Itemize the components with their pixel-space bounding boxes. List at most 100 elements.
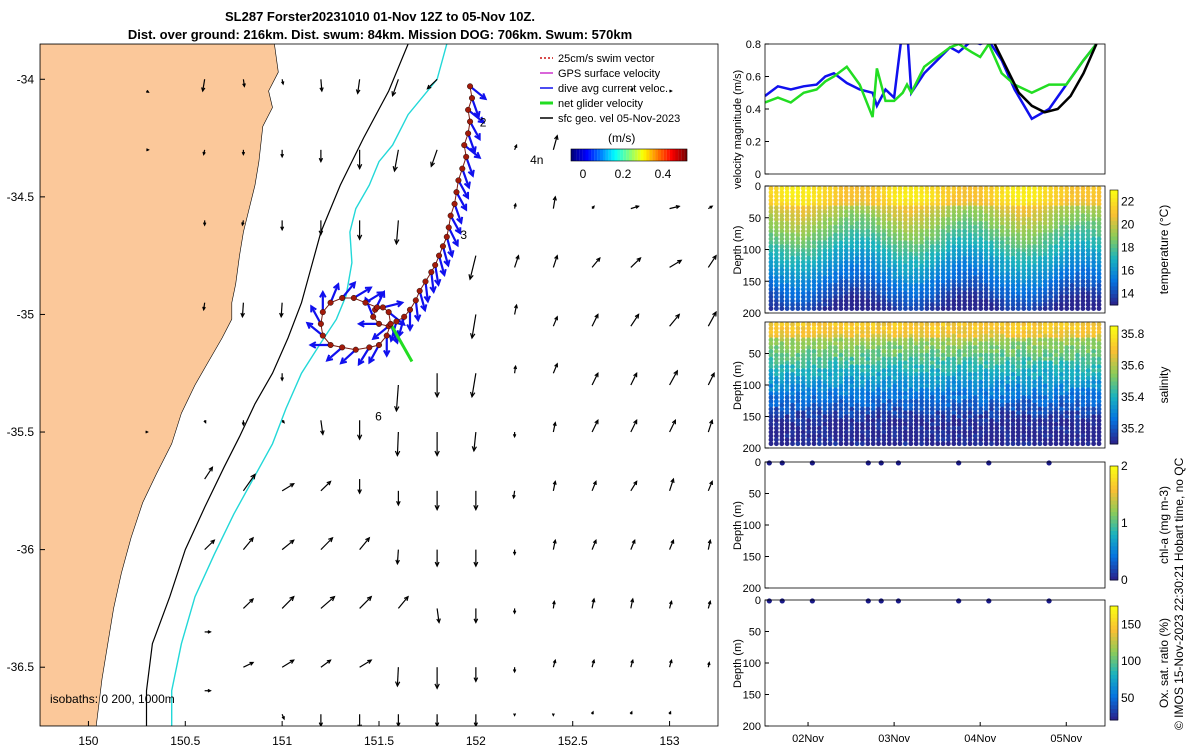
current-arrow-head <box>436 618 441 624</box>
current-arrow-head <box>289 595 295 602</box>
temperature-sample <box>1064 205 1070 211</box>
temperature-sample <box>972 283 978 288</box>
temperature-sample <box>1005 232 1010 238</box>
temperature-sample <box>817 286 822 292</box>
temperature-sample <box>1015 255 1021 261</box>
salinity-sample <box>956 441 962 447</box>
temperature-sample <box>1080 193 1086 199</box>
temperature-sample <box>1080 259 1086 265</box>
map-y-tick-label: -36 <box>17 543 35 557</box>
temperature-sample <box>886 290 892 296</box>
current-arrow <box>396 490 401 507</box>
temperature-sample <box>1042 186 1048 191</box>
chla-y-tick-label: 200 <box>743 583 761 595</box>
dive-avg-arrow-head <box>368 356 375 365</box>
temperature-sample <box>1015 197 1021 203</box>
dive-avg-arrow <box>406 309 414 332</box>
temperature-sample <box>967 275 973 280</box>
temperature-sample <box>806 306 811 311</box>
temperature-sample <box>1075 275 1080 280</box>
temperature-sample <box>881 244 887 250</box>
temperature-sample <box>1080 190 1086 195</box>
current-arrow-head <box>281 420 285 424</box>
temperature-sample <box>870 275 876 280</box>
temperature-sample <box>940 240 946 246</box>
temperature-sample <box>1015 213 1021 219</box>
temperature-sample <box>1015 221 1021 226</box>
temperature-sample <box>956 244 962 250</box>
temperature-sample <box>833 306 838 311</box>
temperature-sample <box>935 224 941 230</box>
temperature-sample <box>849 205 855 211</box>
current-arrow-shaft <box>395 384 399 411</box>
temperature-sample <box>1080 306 1086 311</box>
temperature-sample <box>870 267 876 273</box>
temperature-sample <box>886 209 892 215</box>
colorbar-cell <box>1110 659 1118 664</box>
current-arrow-shaft <box>469 255 477 280</box>
temperature-sample <box>1091 217 1096 222</box>
temperature-sample <box>843 213 849 219</box>
temperature-sample <box>854 275 860 280</box>
temperature-sample <box>795 275 801 280</box>
colorbar-cell <box>1110 511 1118 516</box>
current-arrow <box>707 538 712 550</box>
dive-avg-arrow <box>449 215 462 236</box>
temperature-sample <box>994 302 1000 308</box>
current-arrow-head <box>630 658 634 664</box>
temperature-sample <box>1015 294 1021 300</box>
temperature-sample <box>956 232 962 238</box>
temperature-sample <box>774 205 779 211</box>
temperature-sample <box>827 228 833 234</box>
temperature-sample <box>908 201 914 207</box>
temperature-sample <box>779 306 785 311</box>
temperature-sample <box>876 232 881 238</box>
temperature-sample <box>833 271 838 277</box>
temperature-sample <box>806 236 811 242</box>
temperature-sample <box>860 190 865 195</box>
temperature-sample <box>1021 271 1027 277</box>
temperature-sample <box>768 298 774 304</box>
current-arrow <box>591 372 599 386</box>
temperature-sample <box>838 193 844 199</box>
temperature-sample <box>956 271 962 277</box>
current-arrow <box>630 658 634 668</box>
day-label: 6 <box>375 409 382 423</box>
temperature-sample <box>908 286 914 292</box>
dive-avg-arrow <box>364 291 385 304</box>
temperature-sample <box>1015 252 1021 257</box>
temperature-sample <box>913 213 919 219</box>
temperature-sample <box>1064 232 1070 238</box>
temperature-sample <box>854 283 860 288</box>
current-arrow <box>630 538 636 550</box>
temperature-sample <box>897 248 903 253</box>
current-arrow-shaft <box>514 304 518 315</box>
temperature-sample <box>1059 263 1064 269</box>
temperature-sample <box>1026 236 1032 242</box>
temperature-sample <box>865 224 871 230</box>
temperature-sample <box>843 267 849 273</box>
temperature-sample <box>1021 283 1027 288</box>
temperature-sample <box>800 302 806 308</box>
temperature-sample <box>1037 244 1043 250</box>
temperature-sample <box>951 190 957 195</box>
temperature-sample <box>1053 190 1059 195</box>
current-arrow-head <box>279 312 284 319</box>
temperature-sample <box>881 294 887 300</box>
temperature-sample <box>790 221 795 226</box>
temperature-sample <box>779 240 785 246</box>
current-arrow-head <box>289 483 295 488</box>
temperature-sample <box>919 306 924 311</box>
temperature-sample <box>849 217 855 222</box>
temperature-sample <box>886 240 892 246</box>
temperature-sample <box>822 197 828 203</box>
current-arrow-shaft <box>202 79 206 92</box>
colorbar-cell <box>1110 193 1118 199</box>
temperature-sample <box>1010 255 1016 261</box>
temperature-sample <box>784 259 790 265</box>
legend-item: net glider velocity <box>558 98 643 110</box>
current-arrow-head <box>203 420 207 424</box>
salinity-sample <box>768 437 774 443</box>
current-arrow <box>430 149 438 168</box>
temperature-sample <box>865 252 871 257</box>
